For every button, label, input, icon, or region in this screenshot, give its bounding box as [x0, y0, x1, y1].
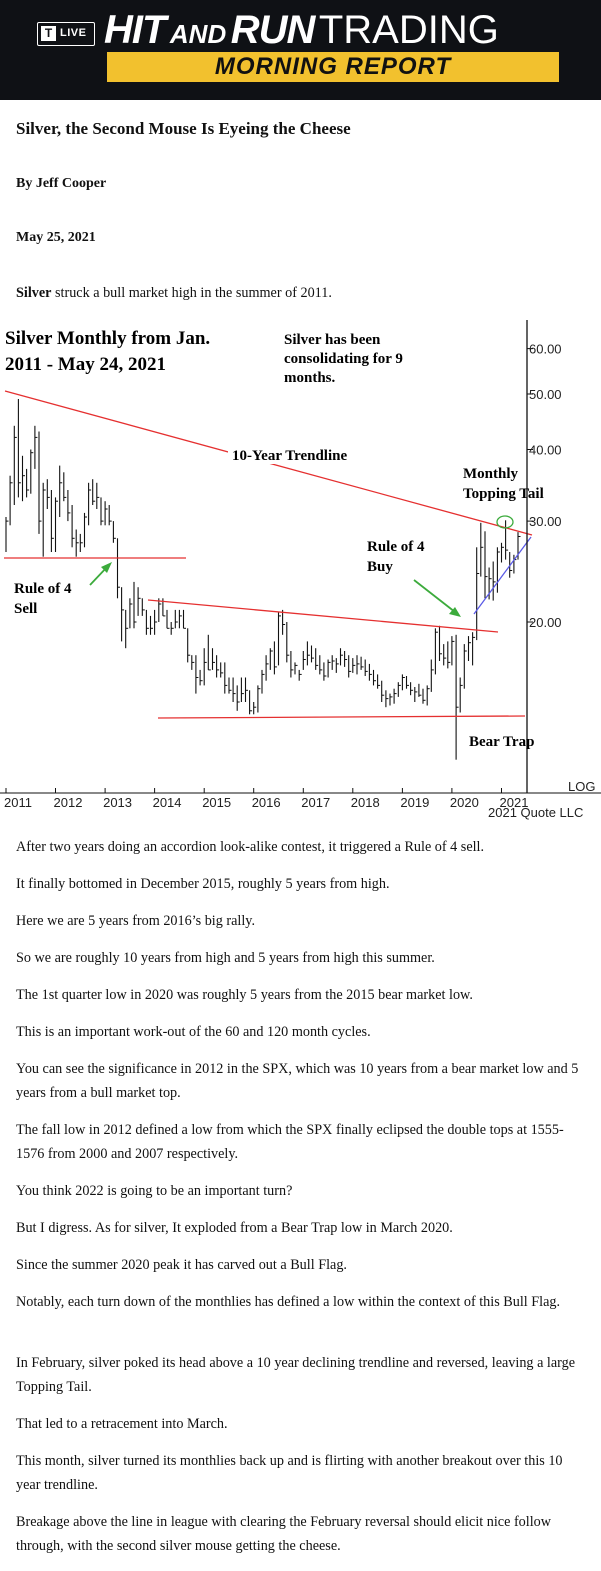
brand-wordmark: HIT AND RUN TRADING	[104, 8, 499, 53]
brand-run: RUN	[230, 8, 316, 52]
paragraph-7: You can see the significance in 2012 in …	[16, 1061, 579, 1101]
article-author: By Jeff Cooper	[16, 176, 107, 191]
bear-trap-label: Bear Trap	[469, 734, 534, 750]
trendline-label: 10-Year Trendline	[232, 448, 347, 464]
brand-trading: TRADING	[318, 8, 499, 52]
trendline-label-bg	[228, 444, 373, 464]
buy-arrow-head	[449, 607, 461, 617]
buy-arrow	[413, 579, 456, 613]
sell-arrow-head	[101, 562, 112, 573]
log-scale-label: LOG	[568, 779, 595, 794]
y-tick-label: 60.00	[529, 342, 562, 357]
paragraph-10: But I digress. As for silver, It explode…	[16, 1220, 453, 1236]
logo-live-label: LIVE	[60, 27, 87, 39]
article-date: May 25, 2021	[16, 230, 96, 245]
price-bars	[5, 399, 521, 760]
paragraph-2: It finally bottomed in December 2015, ro…	[16, 876, 390, 892]
paragraph-8: The fall low in 2012 defined a low from …	[16, 1122, 564, 1162]
paragraph-13: In February, silver poked its head above…	[16, 1355, 576, 1395]
topping-tail-circle	[496, 515, 514, 529]
paragraph-15: This month, silver turned its monthlies …	[16, 1453, 563, 1493]
x-tick-label: 2011	[4, 795, 32, 810]
tlive-logo[interactable]: T LIVE	[37, 22, 95, 46]
x-tick-label: 2016	[252, 795, 281, 810]
rule4-sell-label-1: Rule of 4	[14, 581, 72, 597]
report-banner: T LIVE HIT AND RUN TRADING MORNING REPOR…	[0, 0, 601, 100]
paragraph-3: Here we are 5 years from 2016’s big rall…	[16, 913, 255, 929]
brand-hit: HIT	[104, 8, 166, 52]
intro-paragraph: Silver struck a bull market high in the …	[16, 281, 586, 305]
y-tick-label: 50.00	[529, 387, 562, 402]
support-line	[157, 715, 526, 719]
x-tick-label: 2014	[153, 795, 182, 810]
chart-title-line1: Silver Monthly from Jan.	[5, 328, 210, 349]
x-tick-label: 2013	[103, 795, 132, 810]
topping-tail-label-1: Monthly	[463, 466, 519, 482]
logo-mark-icon: T	[41, 26, 56, 41]
intro-rest: struck a bull market high in the summer …	[51, 285, 332, 301]
paragraph-1: After two years doing an accordion look-…	[16, 839, 485, 855]
subtitle-text: MORNING REPORT	[214, 53, 452, 80]
y-tick-label: 20.00	[529, 615, 562, 630]
paragraph-16: Breakage above the line in league with c…	[16, 1514, 551, 1554]
y-ticks: 60.00 50.00 40.00 30.00 20.00	[527, 342, 562, 630]
intro-bold: Silver	[16, 285, 52, 301]
x-tick-label: 2017	[301, 795, 330, 810]
upper-range-line	[147, 599, 499, 633]
brand-and: AND	[169, 19, 227, 49]
paragraph-5: The 1st quarter low in 2020 was roughly …	[16, 987, 473, 1003]
paragraph-9: You think 2022 is going to be an importa…	[16, 1183, 293, 1199]
y-tick-label: 40.00	[529, 443, 562, 458]
x-tick-label: 2020	[450, 795, 479, 810]
chart-note-line2: consolidating for 9	[284, 351, 403, 367]
x-tick-label: 2015	[202, 795, 231, 810]
x-tick-label: 2018	[351, 795, 380, 810]
rule4-buy-label-1: Rule of 4	[367, 539, 425, 555]
x-tick-label: 2021	[500, 795, 529, 810]
bull-flag-line	[473, 536, 532, 615]
y-tick-label: 30.00	[529, 514, 562, 529]
paragraph-11: Since the summer 2020 peak it has carved…	[16, 1257, 347, 1273]
rule4-sell-label-2: Sell	[14, 601, 37, 617]
subtitle-bar: MORNING REPORT	[107, 52, 559, 82]
paragraph-14: That led to a retracement into March.	[16, 1416, 228, 1432]
paragraph-6: This is an important work-out of the 60 …	[16, 1024, 371, 1040]
paragraph-4: So we are roughly 10 years from high and…	[16, 950, 435, 966]
chart-title-line2: 2011 - May 24, 2021	[5, 354, 166, 375]
paragraph-12: Notably, each turn down of the monthlies…	[16, 1294, 561, 1310]
chart-note-line3: months.	[284, 370, 336, 386]
x-tick-label: 2012	[54, 795, 83, 810]
rule4-buy-label-2: Buy	[367, 559, 393, 575]
article-title: Silver, the Second Mouse Is Eyeing the C…	[16, 119, 351, 138]
chart-source-label: 2021 Quote LLC	[488, 805, 583, 820]
x-ticks: 2011 2012 2013 2014 2015 2016 2017 2018 2019 2020…	[4, 788, 528, 810]
x-tick-label: 2019	[400, 795, 429, 810]
topping-tail-label-2: Topping Tail	[463, 486, 544, 502]
chart-note-line1: Silver has been	[284, 332, 381, 348]
